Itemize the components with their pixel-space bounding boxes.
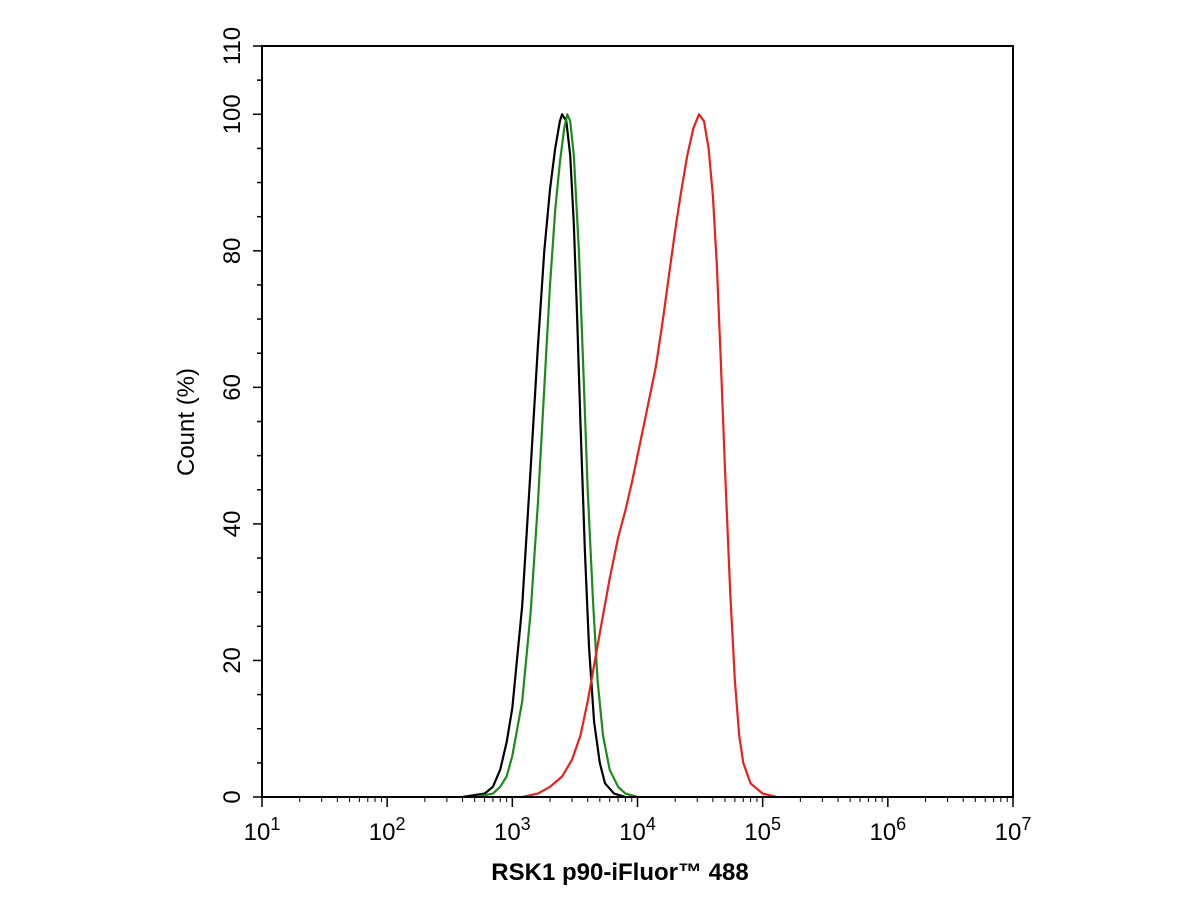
series-line-2 [473,113,639,799]
series-line-3 [521,113,779,799]
y-tick-label: 20 [219,647,246,674]
x-tick-label: 107 [995,814,1032,846]
y-tick-label: 60 [219,374,246,401]
plot-frame [261,45,1014,798]
x-axis-label: RSK1 p90-iFluor™ 488 [491,859,748,886]
x-tick-label: 101 [244,814,281,846]
y-tick-label: 100 [219,94,246,134]
x-tick-label: 103 [494,814,531,846]
y-tick-label: 0 [219,790,246,803]
x-tick-label: 106 [869,814,906,846]
y-tick-label: 110 [219,27,246,65]
y-axis: 0 20 40 60 80 100 110 [219,27,262,804]
y-tick-label: 80 [219,237,246,264]
x-axis: 101 102 103 104 105 106 107 [244,797,1032,846]
series-line-1 [461,113,627,799]
series-layer [461,113,779,799]
x-tick-label: 104 [619,814,656,846]
y-axis-label: Count (%) [173,368,200,476]
y-tick-label: 40 [219,511,246,538]
x-tick-label: 102 [369,814,406,846]
x-tick-label: 105 [744,814,781,846]
